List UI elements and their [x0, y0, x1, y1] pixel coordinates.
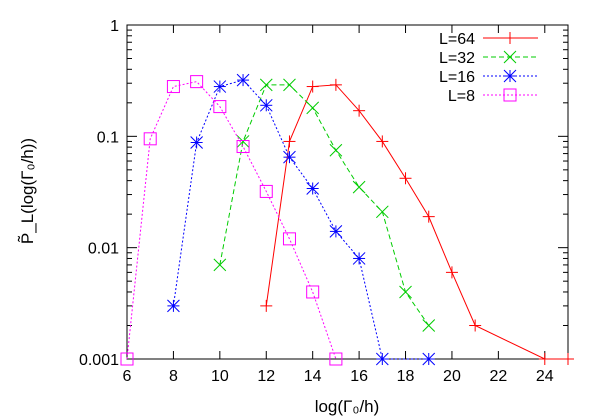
data-point: [213, 258, 227, 272]
data-point: [259, 98, 273, 112]
data-point: [503, 50, 517, 64]
data-point: [120, 352, 134, 366]
data-point: [306, 80, 319, 93]
data-point: [422, 352, 436, 366]
data-point: [236, 73, 250, 87]
x-tick-label: 6: [123, 368, 132, 385]
data-point: [260, 299, 273, 312]
data-point: [167, 299, 180, 313]
data-point: [236, 140, 250, 154]
y-axis-label: P̃_L(log(Γ₀/h)): [17, 138, 37, 244]
data-point: [445, 266, 458, 279]
x-axis-label: log(Γ₀/h): [315, 397, 380, 416]
y-tick-label: 0.1: [97, 129, 119, 146]
data-point: [562, 353, 574, 365]
series-l8: [120, 75, 343, 366]
data-point: [213, 100, 227, 114]
data-point: [503, 69, 517, 83]
y-tick-label: 1: [110, 18, 119, 35]
data-point: [504, 32, 516, 44]
series-layer: [120, 73, 574, 366]
data-point: [329, 78, 342, 91]
y-tick-label: 0.01: [88, 241, 119, 258]
data-point: [143, 132, 157, 146]
x-tick-label: 18: [397, 368, 415, 385]
legend-label: L=8: [448, 88, 475, 105]
data-point: [399, 172, 412, 185]
series-l16: [167, 73, 436, 366]
data-point: [282, 232, 296, 246]
x-tick-label: 22: [489, 368, 507, 385]
data-point: [329, 143, 343, 157]
data-point: [422, 319, 436, 332]
x-tick-label: 16: [350, 368, 368, 385]
legend-label: L=16: [439, 69, 475, 86]
data-point: [399, 285, 412, 299]
data-point: [538, 353, 551, 365]
y-tick-label: 0.001: [79, 352, 119, 369]
data-point: [306, 285, 320, 299]
x-tick-label: 12: [257, 368, 275, 385]
plot-frame: [126, 24, 569, 360]
data-point: [190, 75, 204, 89]
series-l64: [260, 78, 574, 365]
series-line: [219, 84, 430, 326]
data-point: [329, 225, 343, 238]
data-point: [190, 136, 203, 149]
data-point: [376, 135, 389, 148]
x-tick-label: 20: [443, 368, 461, 385]
data-point: [283, 135, 296, 148]
data-point: [236, 135, 250, 148]
data-point: [306, 101, 320, 115]
data-point: [259, 184, 273, 198]
legend: L=64 L=32 L=16 L=8: [439, 31, 538, 105]
x-tick-label: 24: [536, 368, 554, 385]
series-line: [172, 79, 429, 360]
series-line: [126, 81, 337, 360]
series-l32: [213, 78, 436, 332]
x-tick-label: 8: [169, 368, 178, 385]
data-point: [353, 104, 366, 117]
data-point: [283, 150, 296, 164]
data-point: [375, 205, 389, 219]
legend-label: L=32: [439, 50, 475, 67]
data-point: [329, 352, 343, 366]
data-point: [283, 78, 296, 92]
data-point: [259, 78, 273, 92]
data-point: [469, 319, 482, 332]
data-point: [352, 180, 366, 194]
x-tick-label: 10: [211, 368, 229, 385]
data-point: [503, 88, 517, 102]
data-point: [213, 80, 227, 93]
data-point: [352, 252, 366, 265]
x-tick-label: 14: [304, 368, 322, 385]
data-point: [422, 210, 435, 223]
data-point: [166, 80, 180, 94]
series-line: [265, 84, 568, 360]
axis-ticks: 6 8 10 12 14 16 18 20 22 24 0.001 0.01 0.1 1: [79, 18, 568, 385]
data-point: [375, 352, 389, 366]
data-point: [306, 182, 320, 195]
legend-label: L=64: [439, 31, 475, 48]
